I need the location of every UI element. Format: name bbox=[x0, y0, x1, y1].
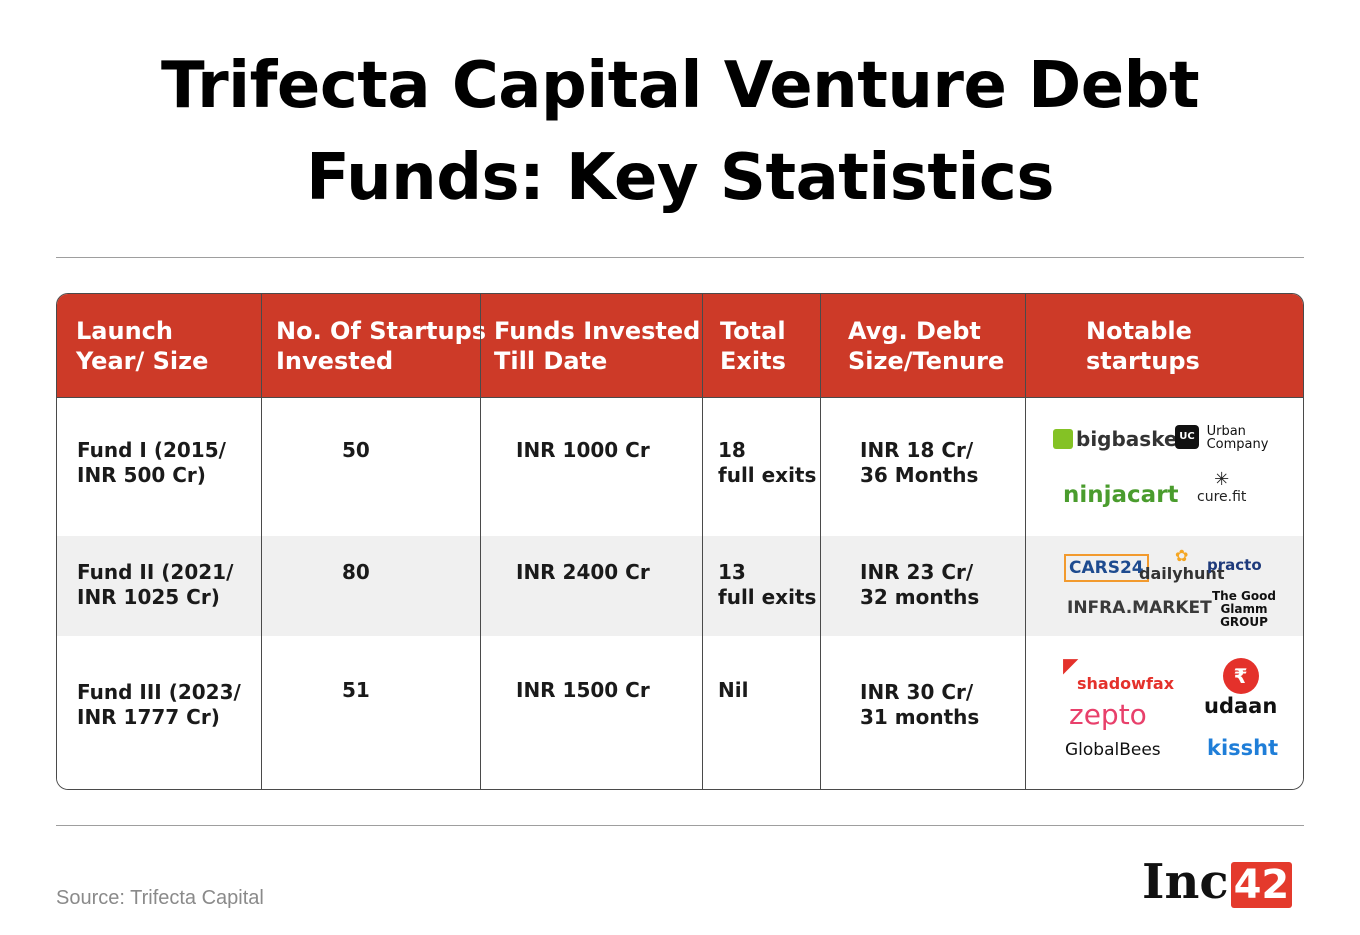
column-divider bbox=[261, 294, 262, 789]
header-notable-startups: Notable startups bbox=[1086, 317, 1200, 375]
startups-cell: 80 bbox=[342, 560, 370, 584]
dailyhunt-logo: ✿ dailyhunt bbox=[1139, 546, 1225, 584]
bigbasket-logo: bigbasket bbox=[1053, 427, 1187, 451]
cars24-logo: CARS24 bbox=[1064, 554, 1149, 582]
inc42-logo: Inc 42 bbox=[1142, 852, 1293, 915]
column-divider bbox=[1025, 294, 1026, 789]
avg-debt-cell: INR 23 Cr/ 32 months bbox=[860, 560, 980, 609]
bottom-divider bbox=[56, 825, 1304, 826]
globalbees-logo: GlobalBees bbox=[1065, 740, 1161, 760]
urban-company-logo: UC Urban Company bbox=[1175, 425, 1268, 452]
avg-debt-cell: INR 18 Cr/ 36 Months bbox=[860, 438, 979, 487]
avg-debt-cell: INR 30 Cr/ 31 months bbox=[860, 680, 980, 729]
shadowfax-icon: ◤ bbox=[1063, 653, 1079, 677]
stats-table: Launch Year/ Size No. Of Startups Invest… bbox=[56, 293, 1304, 790]
kissht-logo: kissht bbox=[1207, 736, 1279, 760]
startups-cell: 51 bbox=[342, 678, 370, 702]
column-divider bbox=[480, 294, 481, 789]
top-divider bbox=[56, 257, 1304, 258]
source-note: Source: Trifecta Capital bbox=[56, 887, 264, 909]
table-header: Launch Year/ Size No. Of Startups Invest… bbox=[57, 294, 1303, 397]
table-row: Fund I (2015/ INR 500 Cr) 50 INR 1000 Cr… bbox=[57, 397, 1303, 536]
fund-cell: Fund I (2015/ INR 500 Cr) bbox=[77, 438, 226, 487]
zepto-logo: zepto bbox=[1069, 698, 1147, 731]
header-avg-debt: Avg. Debt Size/Tenure bbox=[848, 317, 1005, 375]
header-divider bbox=[57, 397, 1303, 398]
good-glamm-logo: The Good Glamm GROUP bbox=[1212, 589, 1276, 629]
fund-cell: Fund II (2021/ INR 1025 Cr) bbox=[77, 560, 234, 609]
ninjacart-logo: ninjacart bbox=[1063, 482, 1179, 508]
infra-market-logo: INFRA.MARKET bbox=[1067, 598, 1212, 618]
table-row: Fund II (2021/ INR 1025 Cr) 80 INR 2400 … bbox=[57, 536, 1303, 636]
curefit-icon: ✳ bbox=[1214, 469, 1230, 490]
invested-cell: INR 1500 Cr bbox=[516, 678, 650, 702]
udaan-icon: ₹ bbox=[1222, 658, 1259, 694]
dailyhunt-icon: ✿ bbox=[1175, 546, 1189, 565]
header-launch-year: Launch Year/ Size bbox=[76, 317, 209, 375]
startups-cell: 50 bbox=[342, 438, 370, 462]
invested-cell: INR 1000 Cr bbox=[516, 438, 650, 462]
column-divider bbox=[702, 294, 703, 789]
exits-cell: 18 full exits bbox=[718, 438, 817, 487]
shadowfax-logo: ◤ shadowfax bbox=[1063, 653, 1175, 693]
header-total-exits: Total Exits bbox=[720, 317, 786, 375]
page-title: Trifecta Capital Venture Debt Funds: Key… bbox=[160, 49, 1200, 215]
column-divider bbox=[820, 294, 821, 789]
practo-logo: practo bbox=[1207, 556, 1262, 574]
header-startups: No. Of Startups Invested bbox=[276, 317, 487, 375]
fund-cell: Fund III (2023/ INR 1777 Cr) bbox=[77, 680, 241, 729]
udaan-logo: ₹ udaan bbox=[1204, 658, 1277, 718]
header-funds-invested: Funds Invested Till Date bbox=[494, 317, 701, 375]
table-row: Fund III (2023/ INR 1777 Cr) 51 INR 1500… bbox=[57, 636, 1303, 789]
exits-cell: Nil bbox=[718, 678, 749, 702]
exits-cell: 13 full exits bbox=[718, 560, 817, 609]
curefit-logo: ✳ cure.fit bbox=[1197, 469, 1247, 506]
invested-cell: INR 2400 Cr bbox=[516, 560, 650, 584]
